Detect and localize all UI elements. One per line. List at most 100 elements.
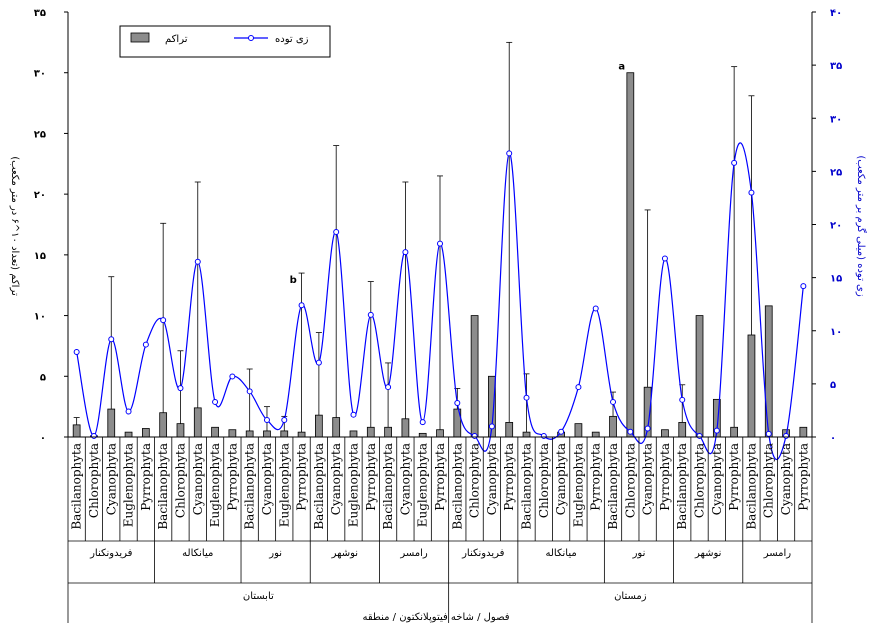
bar (228, 429, 237, 438)
category-label: Cyanophyta (260, 443, 274, 515)
bar (799, 426, 808, 438)
category-label: Pyrrophyta (502, 443, 516, 511)
y-right-tick-label: ۵ (830, 380, 836, 391)
biomass-point (315, 359, 322, 366)
category-label: Cyanophyta (329, 443, 343, 515)
biomass-point (246, 388, 253, 395)
region-label: نوشهر (331, 548, 358, 559)
biomass-point (73, 349, 80, 355)
category-label: Cyanophyta (191, 443, 205, 515)
bar (349, 430, 358, 438)
region-label: نور (632, 548, 646, 559)
bar (418, 432, 427, 438)
category-label: Chlorophyta (173, 443, 187, 518)
category-label: Bacilanophyta (156, 443, 170, 530)
axes: ۰ ۵ ۱۰ ۱۵ ۲۰ ۲۵ ۳۰ ۳۵ ۰ ۵ ۱۰ ۱۵ ۲۰ ۲۵ ۳۰ ۳۵ ۴۰ a b (34, 8, 842, 444)
y-left-tick-label: ۵ (40, 372, 46, 383)
bar (124, 431, 133, 438)
season-label: زمستان (614, 591, 647, 602)
category-label: Pyrrophyta (658, 443, 672, 511)
bar (245, 430, 254, 438)
category-label: Cyanophyta (710, 443, 724, 515)
category-label: Cyanophyta (779, 443, 793, 515)
category-label: Bacilanophyta (606, 443, 620, 530)
biomass-point (627, 428, 634, 435)
biomass-point (367, 311, 374, 318)
y-right-tick-label: ۲۵ (830, 167, 842, 178)
bar (315, 414, 323, 438)
category-label: Cyanophyta (104, 443, 118, 515)
biomass-point (783, 432, 790, 439)
biomass-point (800, 283, 807, 290)
bar (211, 426, 219, 438)
legend-bar-swatch (130, 32, 150, 43)
biomass-point (506, 150, 513, 157)
y-left-tick-label: ۱۵ (34, 251, 46, 262)
bar (764, 305, 773, 438)
biomass-point (402, 249, 409, 256)
category-label: Bacilanophyta (520, 443, 534, 530)
region-label: میانکاله (182, 548, 213, 559)
bar (159, 412, 168, 438)
category-label: Pyrrophyta (139, 443, 153, 511)
bar (747, 334, 756, 438)
category-label: Chlorophyta (693, 443, 707, 518)
biomass-point (731, 159, 738, 166)
biomass-point (679, 396, 686, 403)
biomass-point (610, 398, 617, 405)
biomass-point (125, 408, 132, 415)
biomass-point (385, 384, 392, 391)
grouping-labels: فریدونکنار میانکاله نور نوشهر رامسر فریدونکنا… (67, 540, 813, 623)
y-left-tick-label: ۲۰ (34, 190, 46, 201)
biomass-point (437, 240, 443, 247)
category-labels: Bacilanophyta Chlorophyta Cyanophyta Euglen… (67, 437, 813, 541)
biomass-point (281, 417, 288, 423)
bar (332, 417, 341, 438)
region-label: نوشهر (694, 548, 721, 559)
y-right-tick-label: ۲۰ (830, 221, 842, 232)
biomass-point (661, 255, 668, 262)
bar (522, 431, 531, 438)
category-label: Euglenophyta (346, 443, 360, 527)
y-right-tick-label: ۱۵ (830, 274, 842, 285)
bar (176, 423, 185, 438)
category-label: Pyrrophyta (225, 443, 239, 511)
y-right-tick-label: ۳۰ (830, 114, 842, 125)
bar (384, 426, 392, 438)
y-axis-right-label: زی توده (میلی گرم بر متر مکعب) (855, 155, 867, 297)
biomass-point (696, 432, 703, 439)
legend-line-label: زی توده (275, 34, 309, 45)
legend-bar-label: تراکم (165, 34, 188, 45)
category-label: Pyrrophyta (589, 443, 603, 511)
bar (297, 431, 306, 438)
biomass-point (229, 373, 236, 380)
category-label: Cyanophyta (485, 443, 499, 515)
bar (401, 418, 410, 438)
y-right-tick-label: ۳۵ (830, 61, 842, 72)
category-label: Pyrrophyta (796, 443, 810, 511)
bar (436, 429, 444, 438)
category-label: Cyanophyta (398, 443, 412, 515)
category-label: Chlorophyta (762, 443, 776, 518)
y-left-tick-label: ۳۰ (34, 69, 46, 80)
biomass-point (575, 384, 582, 391)
biomass-point (644, 425, 651, 432)
biomass-point (350, 411, 357, 418)
biomass-point (748, 189, 755, 196)
y-right-tick-label: ۱۰ (830, 327, 842, 338)
bar (591, 431, 600, 438)
y-right-tick-label: ۰ (830, 433, 836, 444)
biomass-point (177, 385, 184, 392)
biomass-point (263, 417, 270, 423)
biomass-point (194, 258, 201, 265)
legend-line-marker (248, 35, 254, 41)
category-label: Euglenophyta (208, 443, 222, 527)
category-label: Euglenophyta (571, 443, 585, 527)
region-label: نور (268, 548, 282, 559)
biomass-point (713, 427, 720, 434)
annotation-label: b (290, 275, 297, 286)
category-label: Euglenophyta (277, 443, 291, 527)
biomass-point (471, 432, 478, 439)
biomass-point (523, 394, 530, 401)
